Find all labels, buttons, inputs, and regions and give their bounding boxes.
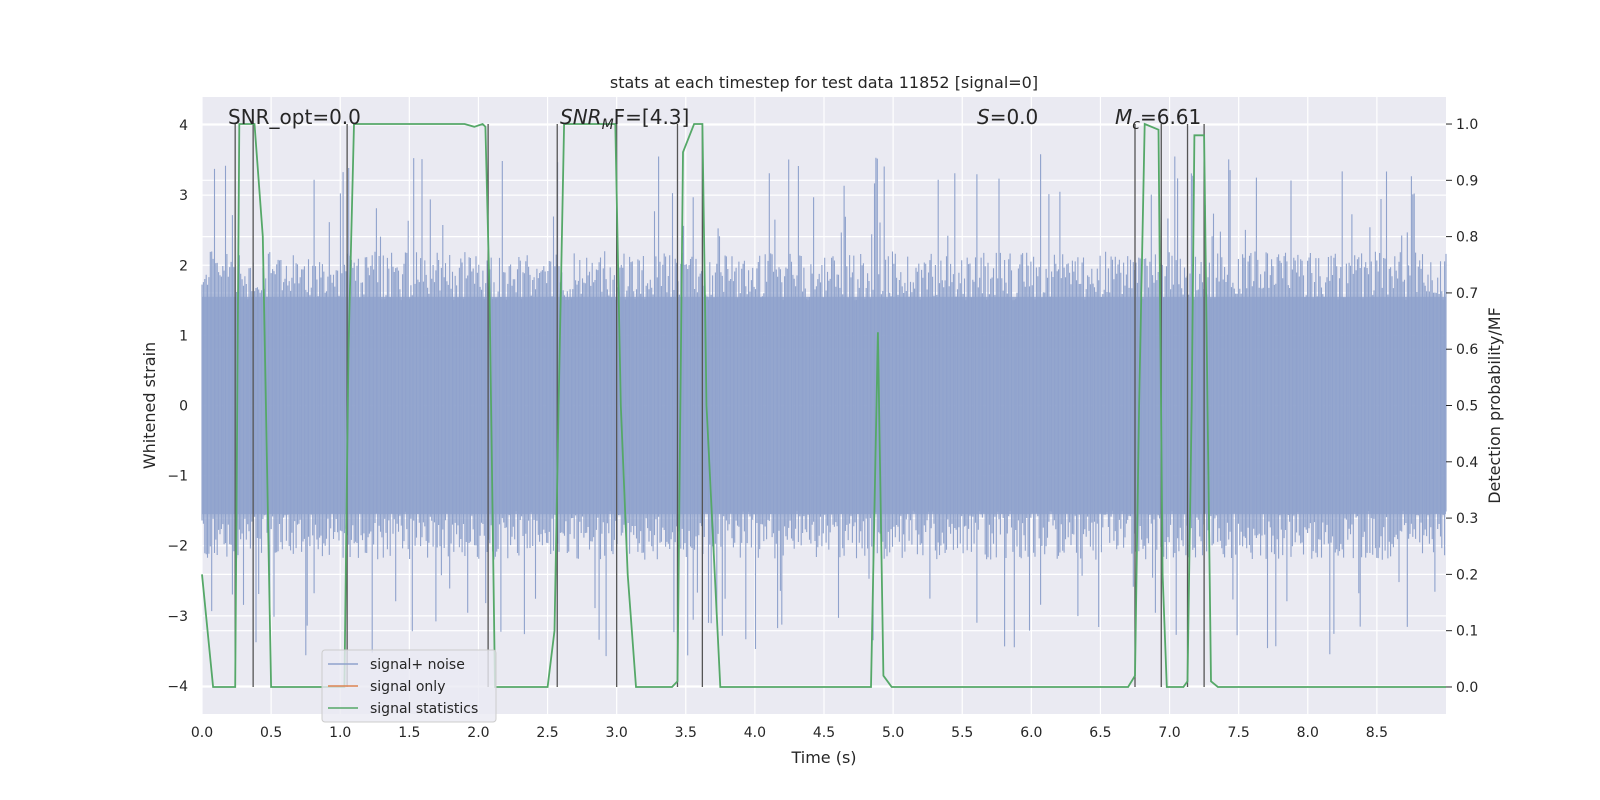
annotation-snr-mf-tail: F=[4.3] xyxy=(614,105,690,129)
y2-tick-label: 0.8 xyxy=(1456,230,1478,246)
x-tick-label: 3.0 xyxy=(606,725,628,741)
x-tick-label: 1.5 xyxy=(398,725,420,741)
y-tick-label: 4 xyxy=(179,118,188,134)
y2-tick-label: 0.5 xyxy=(1456,399,1478,415)
y-tick-label: −1 xyxy=(167,469,188,485)
x-axis-label: Time (s) xyxy=(790,748,856,767)
x-tick-label: 8.5 xyxy=(1366,725,1388,741)
x-tick-label: 8.0 xyxy=(1297,725,1319,741)
noise-core-band xyxy=(202,296,1446,515)
y2-tick-label: 0.9 xyxy=(1456,173,1478,189)
annotation-mc-var: M xyxy=(1115,105,1132,129)
legend-box xyxy=(321,649,497,723)
y2-tick-label: 0.1 xyxy=(1456,624,1478,640)
y2-tick-label: 1.0 xyxy=(1456,117,1478,133)
x-tick-label: 5.5 xyxy=(951,725,973,741)
y-axis-ticks: 4 3 2 1 0 −1 −2 −3 −4 xyxy=(167,118,188,695)
legend-label-noise: signal+ noise xyxy=(370,657,465,673)
annotation-snr-opt: SNR_opt=0.0 xyxy=(228,105,361,129)
y-tick-label: 2 xyxy=(179,258,188,274)
y2-tick-label: 0.3 xyxy=(1456,511,1478,527)
y2-tick-label: 0.4 xyxy=(1456,455,1478,471)
x-tick-label: 6.5 xyxy=(1089,725,1111,741)
annotation-snr-mf-sub: M xyxy=(602,117,614,133)
y-tick-label: −2 xyxy=(167,539,188,555)
annotation-mc-sub: c xyxy=(1132,117,1140,133)
x-tick-label: 0.5 xyxy=(260,725,282,741)
x-tick-label: 6.0 xyxy=(1020,725,1042,741)
y-tick-label: 3 xyxy=(179,188,188,204)
x-tick-label: 4.5 xyxy=(813,725,835,741)
x-tick-label: 1.0 xyxy=(329,725,351,741)
annotation-s: S=0.0 xyxy=(977,105,1038,129)
y2-axis-ticks: 1.0 0.9 0.8 0.7 0.6 0.5 0.4 0.3 0.2 0.1 0.0 xyxy=(1446,117,1478,696)
annotation-mc-value: =6.61 xyxy=(1140,105,1201,129)
legend-label-signal: signal only xyxy=(370,679,445,695)
y2-tick-label: 0.2 xyxy=(1456,567,1478,583)
x-tick-label: 3.5 xyxy=(675,725,697,741)
y2-tick-label: 0.6 xyxy=(1456,342,1478,358)
signal-noise-series xyxy=(201,154,1447,657)
legend-label-stats: signal statistics xyxy=(370,701,478,717)
annotation-s-value: =0.0 xyxy=(990,105,1039,129)
x-tick-label: 5.0 xyxy=(882,725,904,741)
annotation-snr-mf-main: SNR xyxy=(560,105,602,129)
y-tick-label: 1 xyxy=(179,328,188,344)
x-tick-label: 2.5 xyxy=(536,725,558,741)
x-tick-label: 7.0 xyxy=(1158,725,1180,741)
y2-tick-label: 0.0 xyxy=(1456,680,1478,696)
x-tick-label: 2.0 xyxy=(467,725,489,741)
chart-title: stats at each timestep for test data 118… xyxy=(610,73,1038,92)
y2-axis-label: Detection probability/MF xyxy=(1485,307,1504,504)
y-tick-label: −4 xyxy=(167,679,188,695)
signal-statistics-series xyxy=(201,122,1446,688)
annotation-s-var: S xyxy=(977,105,990,129)
x-axis-ticks: 0.0 0.5 1.0 1.5 2.0 2.5 3.0 3.5 4.0 4.5 5.0 5.5 6.0 6… xyxy=(191,725,1388,741)
annotation-mc: Mc=6.61 xyxy=(1115,105,1201,133)
x-tick-label: 7.5 xyxy=(1228,725,1250,741)
y-tick-label: −3 xyxy=(167,609,188,625)
y-tick-label: 0 xyxy=(179,399,188,415)
stats-line xyxy=(201,122,1446,688)
x-tick-label: 0.0 xyxy=(191,725,213,741)
y2-tick-label: 0.7 xyxy=(1456,286,1478,302)
x-tick-label: 4.0 xyxy=(744,725,766,741)
y-axis-label: Whitened strain xyxy=(140,342,159,469)
annotation-snr-mf: SNRMF=[4.3] xyxy=(560,105,689,133)
legend: signal+ noise signal only signal statist… xyxy=(321,649,497,723)
